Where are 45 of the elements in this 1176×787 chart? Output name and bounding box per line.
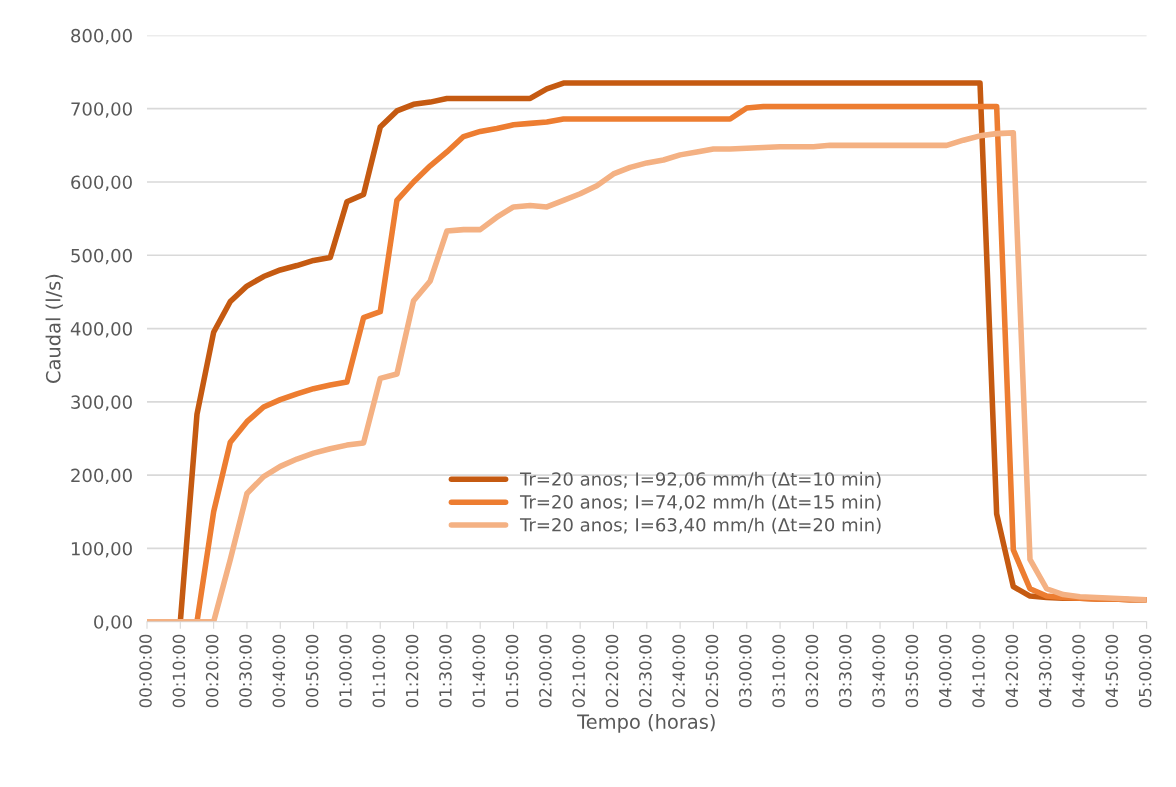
x-axis-title: Tempo (horas) [577, 713, 715, 733]
x-tick-label: 04:40:00 [1072, 634, 1085, 708]
x-tick-label: 02:00:00 [539, 634, 552, 708]
x-tick-label: 00:50:00 [305, 634, 319, 708]
x-tick-label: 02:30:00 [639, 634, 652, 708]
x-tick-label: 02:20:00 [605, 634, 619, 708]
y-tick-label: 800,00 [71, 28, 132, 45]
x-tick-label: 03:00:00 [738, 634, 752, 708]
x-tick-label: 05:00:00 [1138, 634, 1152, 708]
y-tick-label: 600,00 [71, 175, 132, 191]
x-tick-label: 02:50:00 [705, 634, 719, 708]
y-tick-label: 300,00 [71, 395, 132, 411]
x-tick-label: 01:20:00 [405, 634, 419, 708]
x-tick-label: 03:10:00 [772, 634, 785, 708]
x-tick-label: 01:30:00 [439, 634, 452, 708]
y-axis-title: Caudal (l/s) [45, 274, 63, 383]
x-tick-label: 01:10:00 [372, 634, 386, 708]
x-tick-label: 03:50:00 [905, 634, 919, 708]
y-tick-label: 500,00 [71, 248, 132, 265]
x-tick-label: 04:20:00 [1005, 634, 1019, 708]
x-tick-label: 00:00:00 [139, 634, 152, 708]
legend-label: Tr=20 anos; I=92,06 mm/h (Δt=10 min) [519, 471, 881, 488]
x-tick-label: 02:40:00 [672, 634, 685, 708]
x-tick-label: 03:30:00 [838, 634, 852, 708]
x-tick-label: 04:50:00 [1105, 634, 1119, 708]
x-tick-label: 03:20:00 [805, 634, 819, 708]
x-tick-label: 02:10:00 [572, 634, 585, 708]
y-tick-label: 100,00 [71, 541, 132, 558]
x-tick-label: 03:40:00 [872, 634, 885, 708]
x-tick-label: 01:40:00 [472, 634, 486, 708]
legend-label: Tr=20 anos; I=74,02 mm/h (Δt=15 min) [519, 494, 881, 511]
y-tick-label: 0,00 [94, 615, 132, 631]
x-tick-label: 01:50:00 [505, 634, 519, 708]
x-tick-label: 00:20:00 [205, 634, 219, 708]
x-tick-label: 01:00:00 [339, 634, 352, 708]
x-tick-label: 04:30:00 [1038, 634, 1052, 708]
x-tick-label: 00:40:00 [272, 634, 286, 708]
x-tick-label: 00:30:00 [239, 634, 252, 708]
x-tick-label: 00:10:00 [172, 634, 186, 708]
y-tick-label: 400,00 [70, 322, 132, 338]
x-tick-label: 04:10:00 [972, 634, 985, 708]
legend-label: Tr=20 anos; I=63,40 mm/h (Δt=20 min) [519, 517, 881, 534]
y-tick-label: 200,00 [71, 468, 132, 485]
x-tick-label: 04:00:00 [938, 634, 952, 708]
y-tick-label: 700,00 [71, 102, 132, 118]
